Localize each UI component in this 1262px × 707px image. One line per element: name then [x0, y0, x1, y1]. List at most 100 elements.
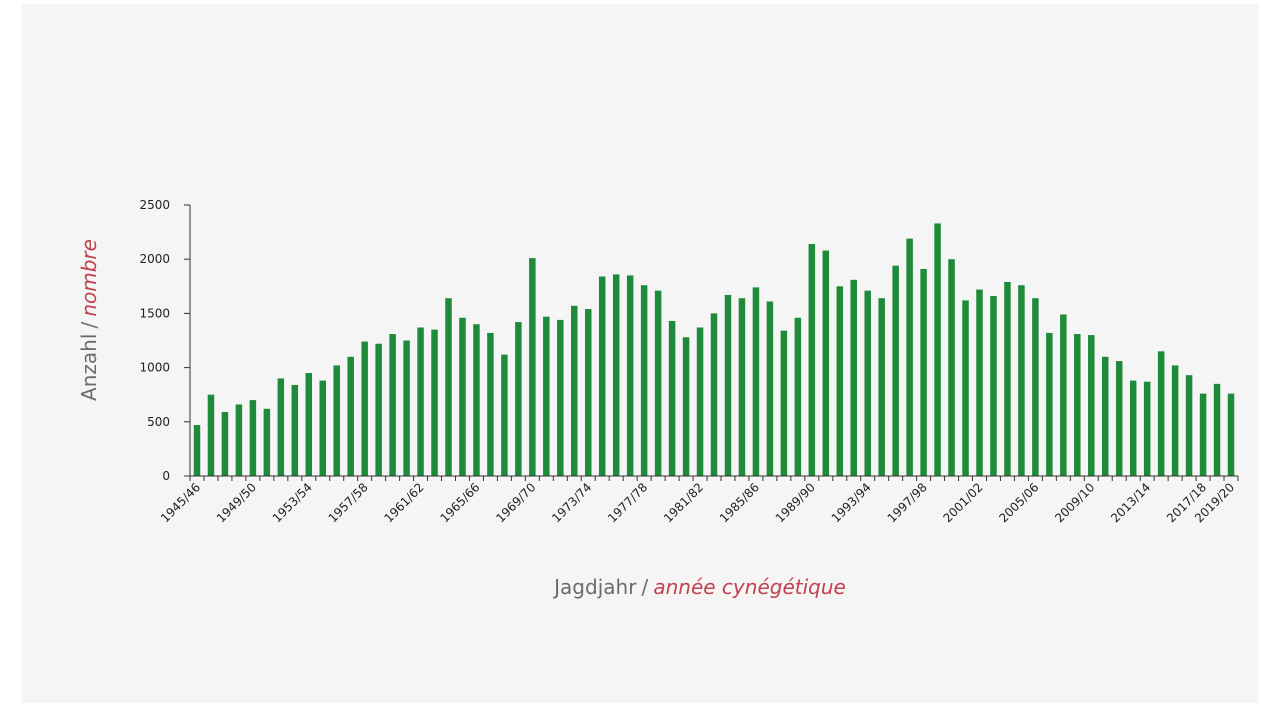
bar-1985/86: [752, 287, 760, 476]
bar-2002/03: [990, 296, 997, 476]
bar-1996/97: [906, 238, 913, 476]
x-tick-label: 1997/98: [885, 480, 930, 525]
bar-2007/08: [1060, 314, 1067, 476]
y-axis-title-alt: nombre: [77, 239, 101, 317]
chart-background: [22, 4, 1258, 340]
bar-1964/65: [459, 317, 466, 476]
bar-1976/77: [626, 275, 634, 476]
bar-2015/16: [1171, 365, 1179, 476]
bar-2013/14: [1143, 381, 1151, 476]
x-axis-title-alt: année cynégétique: [653, 575, 845, 599]
y-axis-title-slash: /: [77, 322, 101, 329]
bar-1991/92: [836, 286, 844, 476]
bar-2008/09: [1074, 334, 1081, 476]
bar-2004/05: [1018, 285, 1025, 476]
bar-1998/99: [934, 223, 941, 476]
x-tick-label: 1953/54: [270, 480, 315, 525]
bar-2019/20: [1227, 393, 1235, 476]
y-axis-title-main: Anzahl: [77, 334, 101, 401]
bar-1961/62: [417, 327, 424, 476]
bar-1948/49: [235, 404, 243, 476]
bar-1990/91: [822, 250, 830, 476]
bar-1988/89: [794, 317, 802, 476]
bar-1970/71: [543, 316, 550, 476]
bar-1949/50: [249, 400, 257, 476]
bar-1984/85: [738, 298, 746, 476]
x-tick-label: 1993/94: [829, 480, 874, 525]
y-axis: 0 500 1000 1500 2000 2500: [139, 198, 191, 483]
bar-1946/47: [207, 394, 215, 476]
bar-1957/58: [361, 341, 368, 476]
bar-1962/63: [431, 329, 438, 476]
bar-1951/52: [277, 378, 285, 476]
bar-2014/15: [1157, 351, 1165, 476]
bar-1963/64: [445, 298, 452, 476]
x-tick-label: 1945/46: [158, 480, 203, 525]
x-tick-label: 2005/06: [996, 480, 1041, 525]
bar-1979/80: [668, 320, 676, 476]
bar-1960/61: [403, 340, 410, 476]
y-axis-title: Anzahl / nombre: [77, 239, 101, 401]
bar-1954/55: [319, 380, 326, 476]
bars-group: [193, 223, 1235, 476]
bar-1997/98: [920, 268, 927, 476]
bar-1995/96: [892, 265, 899, 476]
bar-1994/95: [878, 298, 885, 476]
bar-1955/56: [333, 365, 340, 476]
bar-1967/68: [501, 354, 508, 476]
x-tick-label: 2001/02: [940, 480, 985, 525]
bar-1978/79: [654, 290, 662, 476]
x-tick-label: 1973/74: [549, 480, 594, 525]
bar-1986/87: [766, 301, 774, 476]
x-tick-label: 1989/90: [773, 480, 818, 525]
x-tick-label: 1949/50: [214, 480, 259, 525]
bar-1966/67: [487, 332, 494, 476]
y-tick-label: 500: [147, 415, 170, 429]
bar-2009/10: [1088, 335, 1095, 476]
y-tick-label: 2500: [139, 198, 170, 212]
bar-1975/76: [612, 274, 620, 476]
x-tick-label: 1969/70: [493, 480, 538, 525]
bar-1981/82: [696, 327, 704, 476]
y-tick-label: 2000: [139, 252, 170, 266]
x-tick-label: 1985/86: [717, 480, 762, 525]
bar-2017/18: [1199, 393, 1207, 476]
bar-2005/06: [1032, 298, 1039, 476]
bar-1953/54: [305, 373, 313, 476]
bar-1947/48: [221, 412, 229, 476]
bar-1950/51: [263, 408, 271, 476]
bar-1987/88: [780, 330, 788, 476]
bar-1974/75: [598, 276, 606, 476]
bar-1993/94: [864, 290, 871, 476]
x-axis-title-main: Jagdjahr: [552, 575, 637, 599]
bar-2018/19: [1213, 383, 1221, 476]
bar-1972/73: [571, 305, 578, 476]
bar-2006/07: [1046, 332, 1053, 476]
bar-1969/70: [529, 258, 536, 476]
bar-1971/72: [557, 319, 564, 476]
bar-1977/78: [640, 285, 648, 476]
bar-1992/93: [850, 279, 857, 476]
x-tick-label: 2013/14: [1108, 480, 1153, 525]
x-tick-label: 1981/82: [661, 480, 706, 525]
x-axis-title-slash: /: [642, 575, 649, 599]
x-tick-label: 1965/66: [437, 480, 482, 525]
bar-2001/02: [976, 289, 983, 476]
x-tick-label: 2009/10: [1052, 480, 1097, 525]
bar-2003/04: [1004, 281, 1011, 476]
bar-2010/11: [1102, 356, 1109, 476]
bar-1952/53: [291, 384, 299, 476]
bar-1989/90: [808, 244, 816, 476]
bar-2016/17: [1185, 375, 1193, 476]
bar-2011/12: [1115, 361, 1123, 476]
bar-1983/84: [724, 294, 732, 476]
x-tick-label: 1961/62: [382, 480, 427, 525]
x-tick-label: 1977/78: [605, 480, 650, 525]
bar-1973/74: [584, 309, 592, 476]
y-tick-label: 1000: [139, 361, 170, 375]
bar-1980/81: [682, 337, 690, 476]
bar-1968/69: [515, 322, 522, 476]
bar-1982/83: [710, 313, 718, 476]
bar-1965/66: [473, 324, 480, 476]
x-axis-title: Jagdjahr / année cynégétique: [552, 575, 846, 599]
